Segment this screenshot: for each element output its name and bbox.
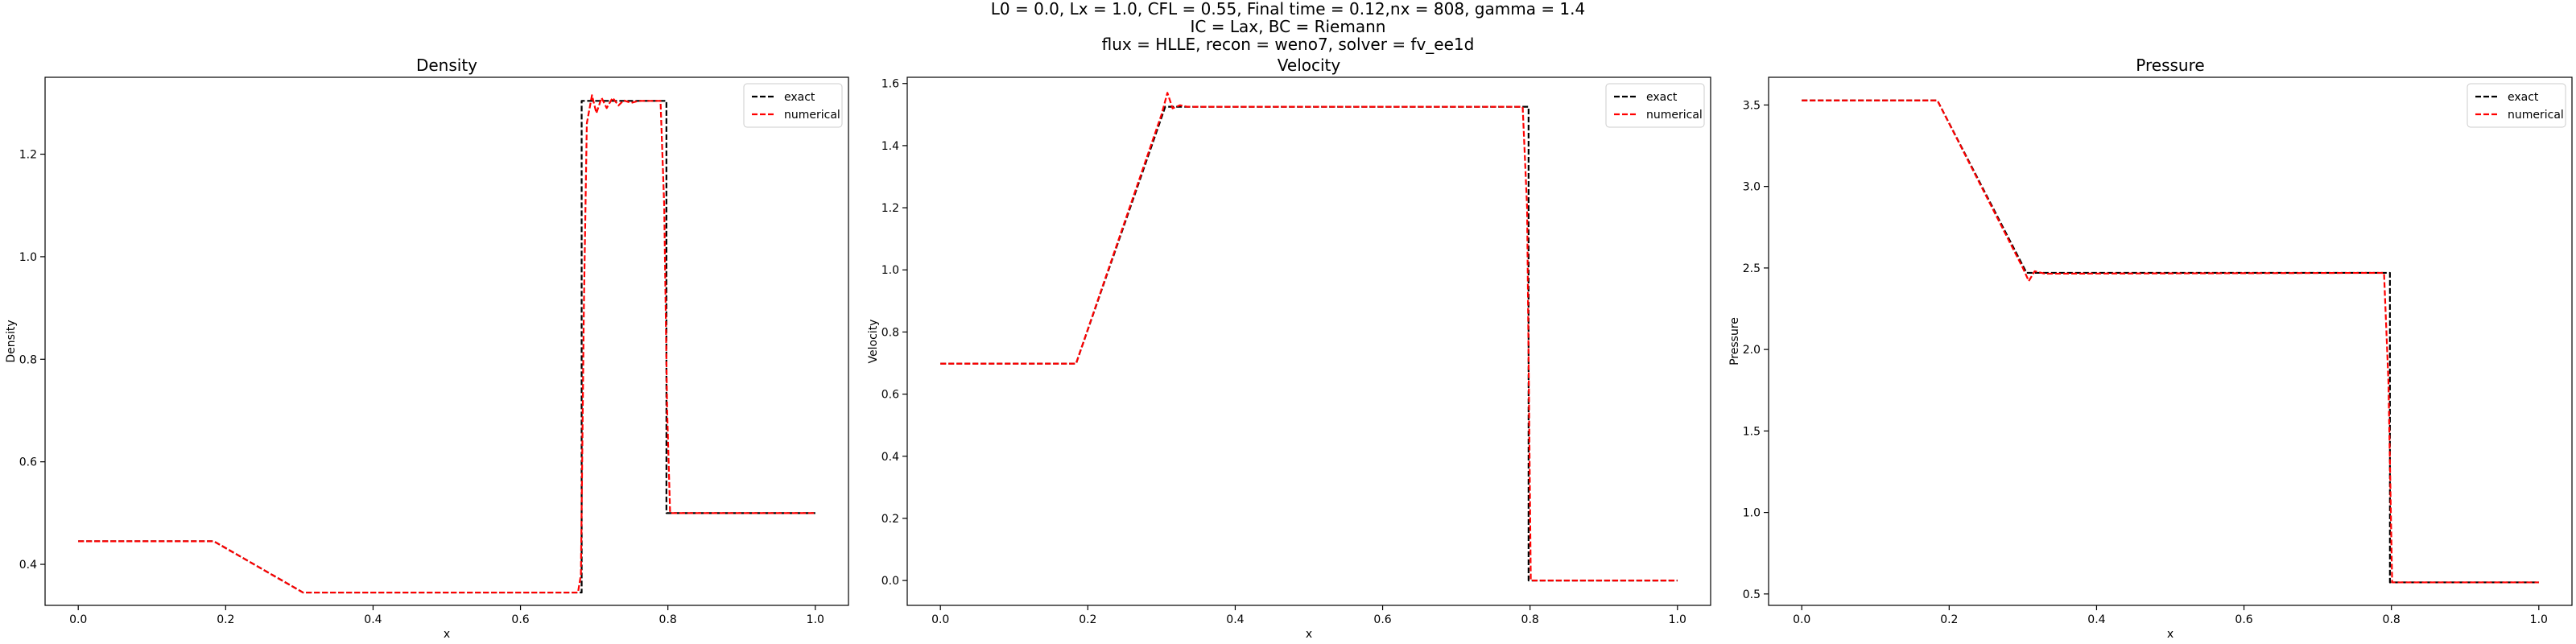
axes-frame <box>44 76 849 606</box>
x-tick-label: 0.0 <box>931 613 949 626</box>
legend-box <box>2467 83 2566 128</box>
series-line-numerical <box>78 94 815 594</box>
series-group <box>1802 99 2539 584</box>
legend-label-exact: exact <box>2508 91 2539 104</box>
suptitle-line-2: IC = Lax, BC = Riemann <box>1191 17 1386 36</box>
x-tick-label: 0.4 <box>2087 613 2105 626</box>
series-line-numerical <box>940 92 1678 582</box>
y-tick-label: 0.6 <box>881 389 899 402</box>
y-tick-label: 2.5 <box>1743 262 1761 275</box>
legend: exact numerical <box>1605 83 1705 128</box>
chart-title: Density <box>416 56 477 75</box>
x-tick-label: 0.0 <box>69 613 87 626</box>
x-tick-label: 0.6 <box>511 613 529 626</box>
legend: exact numerical <box>743 83 843 128</box>
y-tick-label: 1.0 <box>881 264 899 277</box>
y-tick-label: 0.6 <box>19 456 37 469</box>
series-line-exact <box>78 100 815 594</box>
y-axis-label: Pressure <box>1728 317 1741 365</box>
x-axis-label: x <box>2167 628 2174 641</box>
legend-box <box>743 83 843 128</box>
y-tick-label: 3.5 <box>1743 99 1761 112</box>
x-tick-label: 0.2 <box>1940 613 1958 626</box>
x-tick-label: 0.0 <box>1793 613 1810 626</box>
legend-label-numerical: numerical <box>2508 109 2564 122</box>
y-axis-label: Velocity <box>867 320 880 364</box>
y-tick-label: 1.2 <box>19 149 37 162</box>
panel-density: 0.0 0.2 0.4 0.6 0.8 1.0 0.4 0.6 0.8 1.0 1.2 Density… <box>5 56 849 641</box>
legend-label-exact: exact <box>1646 91 1678 104</box>
x-tick-label: 1.0 <box>2530 613 2548 626</box>
axes-frame <box>906 76 1711 606</box>
x-tick-label: 0.6 <box>2235 613 2252 626</box>
x-tick-label: 1.0 <box>1669 613 1686 626</box>
x-tick-label: 0.2 <box>217 613 234 626</box>
chart-title: Pressure <box>2136 56 2204 75</box>
y-tick-label: 0.4 <box>19 559 37 572</box>
y-axis-label: Density <box>5 320 18 362</box>
x-axis-label: x <box>444 628 450 641</box>
y-tick-label: 0.4 <box>881 451 899 464</box>
x-tick-label: 0.6 <box>1373 613 1391 626</box>
y-tick-label: 1.0 <box>19 251 37 264</box>
x-tick-label: 0.8 <box>659 613 677 626</box>
y-tick-label: 1.2 <box>881 202 899 215</box>
y-tick-label: 0.2 <box>881 513 899 526</box>
legend-label-exact: exact <box>784 91 815 104</box>
axes-frame <box>1768 76 2573 606</box>
chart-title: Velocity <box>1278 56 1341 75</box>
y-tick-label: 1.0 <box>1743 507 1761 520</box>
legend-label-numerical: numerical <box>784 109 840 122</box>
y-tick-label: 0.5 <box>1743 588 1761 601</box>
series-group <box>940 92 1678 582</box>
x-tick-label: 0.2 <box>1079 613 1096 626</box>
series-line-numerical <box>1802 99 2539 584</box>
legend-box <box>1605 83 1705 128</box>
panel-pressure: 0.0 0.2 0.4 0.6 0.8 1.0 0.5 1.0 1.5 2.0 2.5 3.0 3.5 P… <box>1728 56 2573 641</box>
y-tick-label: 0.8 <box>19 353 37 366</box>
suptitle-line-1: L0 = 0.0, Lx = 1.0, CFL = 0.55, Final ti… <box>991 0 1586 19</box>
x-tick-label: 0.8 <box>2383 613 2401 626</box>
y-tick-label: 1.6 <box>881 78 899 91</box>
y-tick-label: 0.8 <box>881 326 899 339</box>
y-tick-label: 0.0 <box>881 575 899 588</box>
x-axis-label: x <box>1306 628 1312 641</box>
panel-velocity: 0.0 0.2 0.4 0.6 0.8 1.0 0.0 0.2 0.4 0.6 0.8 1.0 1.2 1… <box>867 56 1711 641</box>
suptitle-line-3: flux = HLLE, recon = weno7, solver = fv_… <box>1102 35 1475 54</box>
x-tick-label: 0.4 <box>364 613 382 626</box>
series-group <box>78 94 815 594</box>
x-tick-label: 1.0 <box>807 613 824 626</box>
legend-label-numerical: numerical <box>1646 109 1703 122</box>
y-tick-label: 2.0 <box>1743 344 1761 357</box>
figure-suptitle: L0 = 0.0, Lx = 1.0, CFL = 0.55, Final ti… <box>991 0 1586 54</box>
y-tick-label: 1.4 <box>881 140 899 153</box>
legend: exact numerical <box>2467 83 2566 128</box>
x-tick-label: 0.8 <box>1521 613 1539 626</box>
y-tick-label: 1.5 <box>1743 425 1761 438</box>
x-tick-label: 0.4 <box>1226 613 1244 626</box>
y-tick-label: 3.0 <box>1743 181 1761 194</box>
